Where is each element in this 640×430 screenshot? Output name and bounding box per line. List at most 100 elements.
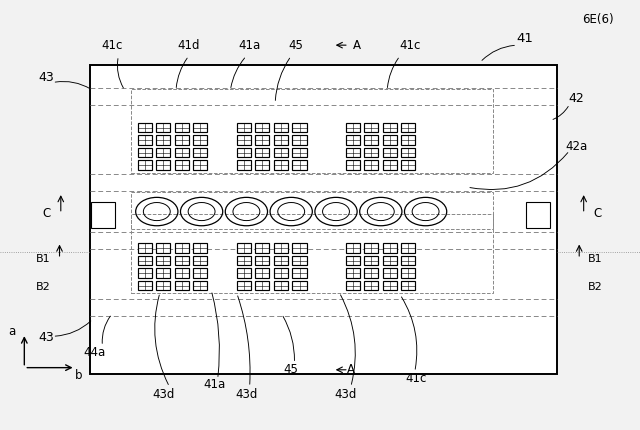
Bar <box>175 281 189 290</box>
Bar <box>364 243 378 253</box>
Bar <box>292 148 307 157</box>
Bar <box>193 243 207 253</box>
Bar <box>138 160 152 170</box>
Bar <box>193 268 207 278</box>
Text: 41: 41 <box>516 32 533 45</box>
Bar <box>138 123 152 132</box>
FancyArrowPatch shape <box>237 296 250 384</box>
Bar <box>138 148 152 157</box>
Bar <box>138 256 152 265</box>
Bar <box>364 160 378 170</box>
FancyArrowPatch shape <box>55 81 90 89</box>
FancyArrowPatch shape <box>212 293 220 377</box>
Bar <box>255 160 269 170</box>
Text: 43: 43 <box>38 71 54 84</box>
Text: 44a: 44a <box>84 346 106 359</box>
Bar <box>138 243 152 253</box>
Bar <box>193 123 207 132</box>
Bar <box>364 268 378 278</box>
Text: B2: B2 <box>36 282 51 292</box>
Bar <box>383 243 397 253</box>
Text: 43d: 43d <box>236 388 257 401</box>
Bar <box>383 268 397 278</box>
Bar <box>237 268 251 278</box>
Bar <box>90 64 557 374</box>
Bar <box>274 243 288 253</box>
FancyArrowPatch shape <box>275 58 290 101</box>
Text: 45: 45 <box>284 363 299 376</box>
Bar <box>193 281 207 290</box>
Bar <box>346 148 360 157</box>
Bar <box>175 135 189 145</box>
Bar <box>138 281 152 290</box>
Text: a: a <box>8 325 15 338</box>
Bar <box>156 256 170 265</box>
Bar <box>175 256 189 265</box>
Bar <box>138 268 152 278</box>
Bar <box>364 123 378 132</box>
Text: B1: B1 <box>36 254 51 264</box>
Text: C: C <box>43 207 51 220</box>
Bar <box>193 135 207 145</box>
Bar <box>401 268 415 278</box>
Bar <box>401 281 415 290</box>
Bar <box>237 148 251 157</box>
Bar <box>401 160 415 170</box>
Bar <box>401 148 415 157</box>
Text: 41a: 41a <box>239 39 260 52</box>
FancyArrowPatch shape <box>283 316 294 361</box>
Text: A: A <box>347 363 355 376</box>
Bar <box>401 256 415 265</box>
Bar <box>156 148 170 157</box>
Bar <box>383 160 397 170</box>
Bar <box>255 243 269 253</box>
Bar <box>237 135 251 145</box>
Bar <box>364 281 378 290</box>
Bar <box>292 135 307 145</box>
Bar <box>193 160 207 170</box>
Bar <box>274 268 288 278</box>
Bar <box>346 123 360 132</box>
Bar <box>175 243 189 253</box>
Bar <box>138 135 152 145</box>
FancyArrowPatch shape <box>55 321 91 336</box>
Bar <box>131 89 493 173</box>
Bar <box>255 123 269 132</box>
FancyArrowPatch shape <box>340 295 355 384</box>
Text: B2: B2 <box>588 282 603 292</box>
Text: C: C <box>594 207 602 220</box>
Bar <box>401 135 415 145</box>
Bar <box>364 256 378 265</box>
Text: B1: B1 <box>588 254 602 264</box>
Bar <box>237 160 251 170</box>
Text: 42: 42 <box>568 92 584 105</box>
Bar <box>175 123 189 132</box>
Bar <box>274 160 288 170</box>
FancyArrowPatch shape <box>482 45 515 60</box>
Bar <box>255 148 269 157</box>
Text: 41c: 41c <box>405 372 427 385</box>
Bar <box>346 160 360 170</box>
Bar <box>383 281 397 290</box>
Bar <box>156 281 170 290</box>
Bar <box>292 160 307 170</box>
Bar <box>274 256 288 265</box>
Bar <box>383 256 397 265</box>
Bar <box>274 135 288 145</box>
Bar <box>255 135 269 145</box>
Text: 45: 45 <box>288 39 303 52</box>
Bar <box>292 123 307 132</box>
Bar <box>274 281 288 290</box>
FancyArrowPatch shape <box>176 58 187 88</box>
Text: 42a: 42a <box>565 140 587 153</box>
Bar <box>274 123 288 132</box>
FancyArrowPatch shape <box>231 58 244 88</box>
Text: 43d: 43d <box>335 388 356 401</box>
Bar <box>131 214 493 293</box>
Bar <box>156 160 170 170</box>
Bar <box>237 123 251 132</box>
Bar <box>237 256 251 265</box>
Bar <box>156 123 170 132</box>
Bar <box>292 268 307 278</box>
FancyArrowPatch shape <box>155 295 168 384</box>
